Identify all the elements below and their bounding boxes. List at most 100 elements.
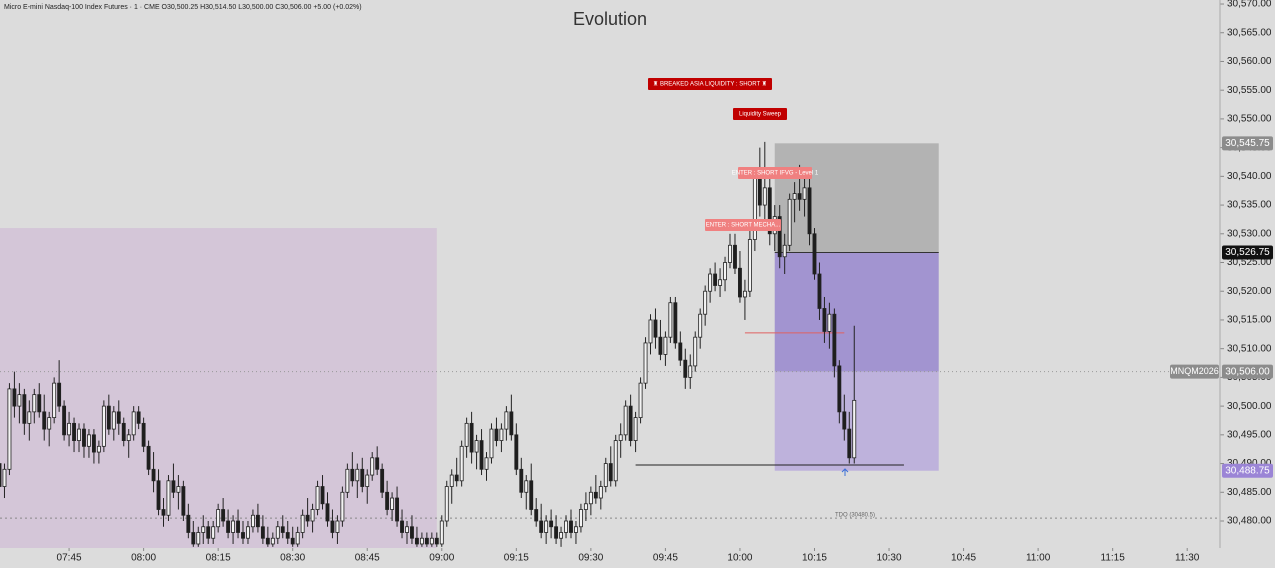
candle	[588, 486, 593, 516]
candle	[449, 469, 454, 504]
candle	[390, 492, 395, 522]
candle	[827, 302, 832, 349]
x-tick-label: 10:30	[877, 553, 902, 564]
candle-body	[593, 491, 598, 499]
candle-body	[787, 198, 792, 246]
candle	[792, 182, 797, 223]
candle	[57, 360, 62, 412]
candle	[787, 193, 792, 252]
candle-body	[827, 313, 832, 332]
signal-label: ♜ BREAKED ASIA LIQUIDITY : SHORT ♜	[653, 81, 767, 88]
candle	[72, 417, 76, 453]
candle	[400, 509, 404, 539]
candle	[459, 440, 464, 487]
candle-body	[67, 422, 72, 436]
candle-body	[603, 463, 608, 487]
candle	[653, 308, 658, 349]
x-tick-label: 11:15	[1101, 553, 1126, 564]
y-tick-label: 30,570.00	[1227, 0, 1272, 10]
candle	[106, 394, 111, 435]
candle-body	[231, 520, 236, 533]
candle-body	[290, 537, 295, 545]
candle	[285, 521, 290, 544]
candle	[698, 308, 703, 349]
candle	[613, 434, 618, 487]
candle-body	[22, 394, 27, 424]
candle	[395, 486, 399, 527]
candle	[762, 141, 767, 223]
candle	[340, 486, 345, 527]
candle-body	[504, 411, 509, 430]
candle	[375, 446, 380, 476]
candle-body	[544, 520, 549, 533]
candle-body	[161, 509, 166, 516]
candle-body	[405, 526, 409, 533]
candle	[683, 348, 688, 389]
candle-body	[549, 520, 554, 528]
stop-zone	[774, 143, 939, 253]
candle	[847, 411, 852, 464]
candle	[360, 457, 365, 493]
candle-body	[742, 290, 747, 298]
candle	[365, 469, 370, 504]
candle-body	[668, 302, 673, 338]
candle	[703, 285, 708, 326]
candle	[82, 423, 86, 458]
candle-body	[588, 491, 593, 505]
candle-body	[91, 434, 96, 453]
x-tick-label: 08:45	[355, 553, 380, 564]
symbol-tag	[1170, 364, 1219, 379]
candle-body	[370, 457, 375, 476]
candle	[410, 515, 414, 544]
x-tick-label: 09:30	[578, 553, 603, 564]
candle	[295, 526, 300, 547]
candle-body	[832, 313, 837, 367]
candle	[91, 429, 96, 464]
candle-body	[623, 405, 628, 436]
chart-title: Evolution	[573, 9, 647, 29]
candle-body	[96, 445, 101, 453]
candle	[728, 233, 732, 269]
candle	[121, 417, 126, 447]
candle-body	[395, 497, 399, 522]
candle-body	[300, 514, 305, 533]
x-tick-label: 10:15	[802, 553, 827, 564]
candle-body	[32, 394, 37, 413]
candle-body	[390, 497, 395, 510]
candle	[633, 411, 638, 453]
candle	[355, 463, 360, 499]
candle-body	[703, 290, 708, 315]
candle	[166, 475, 171, 522]
candle	[509, 394, 514, 441]
candle-body	[723, 262, 727, 281]
candle-body	[47, 417, 52, 430]
y-tick-label: 30,510.00	[1227, 343, 1272, 354]
candle-body	[196, 532, 201, 545]
candle	[37, 383, 42, 418]
candle	[832, 308, 837, 378]
x-tick-label: 09:45	[653, 553, 678, 564]
candle	[275, 521, 280, 544]
candle-body	[459, 445, 464, 482]
candle-body	[454, 474, 459, 482]
x-tick-label: 10:00	[727, 553, 752, 564]
candle-body	[509, 411, 514, 436]
candle	[236, 509, 240, 539]
candle	[782, 233, 787, 274]
candle-body	[251, 514, 255, 528]
candle-body	[419, 537, 424, 545]
candle-body	[410, 526, 414, 539]
candle-body	[126, 434, 131, 441]
candle-body	[216, 509, 221, 528]
candle-body	[767, 187, 772, 235]
candle	[807, 176, 812, 246]
candle-body	[171, 480, 176, 493]
candle	[260, 515, 265, 544]
candle-body	[325, 503, 330, 522]
candle	[126, 429, 131, 458]
candle	[325, 492, 330, 527]
candle-body	[87, 434, 91, 447]
price-tag-label: 30,545.75	[1225, 138, 1270, 149]
x-tick-label: 07:45	[57, 553, 82, 564]
arrow-icon	[841, 468, 849, 476]
